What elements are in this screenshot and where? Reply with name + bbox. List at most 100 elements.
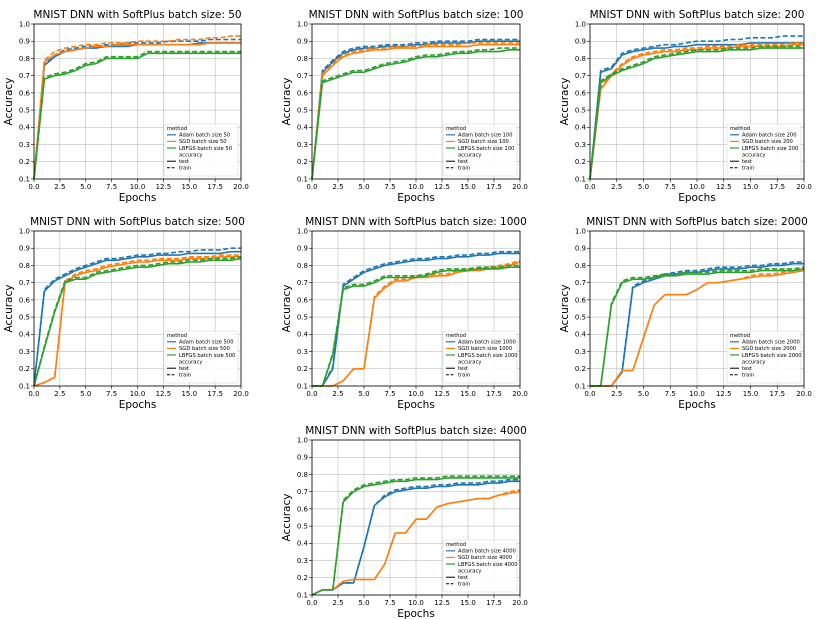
x-tick-label: 5.0 — [80, 183, 91, 191]
y-tick-label: 0.3 — [575, 348, 586, 356]
y-tick-label: 1.0 — [575, 227, 586, 235]
x-tick-label: 2.5 — [332, 599, 343, 607]
x-tick-label: 12.5 — [434, 599, 450, 607]
series-line-sgd-train — [589, 42, 804, 180]
y-tick-label: 0.1 — [575, 175, 586, 183]
series-line-lbfgs-train — [590, 266, 805, 387]
y-axis-title: Accuracy — [281, 494, 293, 542]
legend-box — [163, 330, 239, 384]
y-tick-label: 1.0 — [297, 436, 308, 444]
legend-label: Adam batch size 100 — [458, 133, 513, 139]
y-tick-label: 0.2 — [297, 574, 308, 582]
y-tick-label: 0.4 — [19, 124, 31, 132]
legend-style-title: accuracy — [179, 152, 202, 158]
series-line-adam-train — [33, 38, 241, 180]
legend-box — [163, 123, 239, 177]
y-tick-label: 0.9 — [19, 245, 30, 253]
legend-style-title: accuracy — [742, 359, 765, 365]
series-line-lbfgs-test — [589, 47, 804, 180]
x-tick-label: 2.5 — [332, 183, 343, 191]
x-tick-label: 2.5 — [611, 183, 622, 191]
legend-test-label: test — [458, 575, 468, 581]
legend-train-label: train — [742, 166, 754, 172]
y-tick-label: 0.4 — [575, 331, 587, 339]
x-tick-label: 0.0 — [584, 390, 595, 398]
y-axis-title: Accuracy — [3, 285, 15, 333]
x-tick-label: 12.5 — [716, 183, 732, 191]
legend-style-title: accuracy — [458, 568, 481, 574]
x-tick-label: 12.5 — [156, 183, 172, 191]
x-axis-title: Epochs — [119, 192, 157, 204]
legend-train-label: train — [458, 373, 470, 379]
y-tick-label: 0.9 — [297, 245, 308, 253]
series-line-lbfgs-train — [33, 50, 241, 180]
y-tick-label: 1.0 — [297, 20, 308, 28]
series-line-lbfgs-test — [33, 52, 241, 180]
legend-title: method — [446, 333, 466, 339]
series-line-adam-test — [312, 252, 520, 387]
x-tick-label: 0.0 — [306, 183, 317, 191]
x-tick-label: 15.0 — [181, 390, 197, 398]
legend-label: LBFGS batch size 200 — [742, 146, 798, 152]
y-tick-label: 0.6 — [297, 296, 309, 304]
y-tick-label: 0.8 — [575, 262, 586, 270]
x-tick-label: 12.5 — [716, 390, 732, 398]
series-line-adam-train — [33, 247, 241, 387]
y-tick-label: 0.2 — [297, 158, 308, 166]
x-tick-label: 12.5 — [434, 390, 450, 398]
y-tick-label: 0.7 — [297, 279, 308, 287]
chart-panel-7: 0.1 0.2 0.3 0.4 0.5 0.6 0.7 0.8 0.9 1.0 0.0 2.5 5.0 7… — [281, 425, 528, 619]
x-tick-label: 10.0 — [408, 183, 424, 191]
legend-label: LBFGS batch size 500 — [179, 353, 235, 359]
y-tick-label: 0.4 — [297, 540, 309, 548]
series-line-lbfgs-test — [590, 268, 805, 387]
y-tick-label: 0.9 — [575, 245, 586, 253]
legend-label: LBFGS batch size 4000 — [458, 562, 518, 568]
y-tick-label: 0.8 — [575, 55, 586, 63]
chart-panel-2: 0.1 0.2 0.3 0.4 0.5 0.6 0.7 0.8 0.9 1.0 0.0 2.5 5.0 7… — [281, 9, 528, 204]
legend-style-title: accuracy — [179, 359, 202, 365]
x-tick-label: 20.0 — [233, 183, 249, 191]
y-tick-label: 0.8 — [297, 471, 308, 479]
x-tick-label: 7.5 — [384, 390, 395, 398]
series-line-adam-train — [589, 35, 804, 180]
y-tick-label: 0.1 — [19, 382, 30, 390]
x-tick-label: 20.0 — [796, 183, 812, 191]
legend-train-label: train — [742, 373, 754, 379]
y-tick-label: 1.0 — [297, 227, 308, 235]
x-tick-label: 20.0 — [233, 390, 249, 398]
y-tick-label: 0.2 — [19, 158, 30, 166]
chart-title: MNIST DNN with SoftPlus batch size: 2000 — [586, 216, 808, 228]
x-tick-label: 5.0 — [358, 183, 369, 191]
y-tick-label: 0.3 — [19, 348, 30, 356]
y-tick-label: 0.5 — [575, 107, 586, 115]
x-tick-label: 2.5 — [54, 183, 65, 191]
x-tick-label: 0.0 — [28, 390, 39, 398]
y-tick-label: 0.2 — [575, 158, 586, 166]
series-line-lbfgs-train — [311, 475, 520, 596]
legend-label: Adam batch size 200 — [742, 133, 797, 139]
y-tick-label: 0.4 — [575, 124, 587, 132]
x-tick-label: 0.0 — [306, 599, 317, 607]
y-tick-label: 0.3 — [297, 348, 308, 356]
legend-title: method — [730, 333, 750, 339]
series-line-sgd-train — [590, 268, 805, 387]
plot-frame — [589, 23, 805, 180]
x-tick-label: 7.5 — [665, 390, 676, 398]
y-tick-label: 0.2 — [297, 365, 308, 373]
legend-label: SGD batch size 100 — [458, 139, 509, 145]
legend-test-label: test — [742, 159, 752, 165]
legend-label: LBFGS batch size 100 — [458, 146, 514, 152]
legend-box — [726, 330, 802, 384]
series-line-sgd-test — [33, 42, 241, 180]
y-tick-label: 0.7 — [19, 72, 30, 80]
x-tick-label: 15.0 — [460, 390, 476, 398]
y-tick-label: 0.1 — [19, 175, 30, 183]
y-axis-title: Accuracy — [559, 78, 571, 126]
x-tick-label: 17.5 — [486, 390, 502, 398]
legend-box — [726, 123, 802, 177]
x-tick-label: 10.0 — [689, 390, 705, 398]
y-tick-label: 1.0 — [19, 20, 30, 28]
